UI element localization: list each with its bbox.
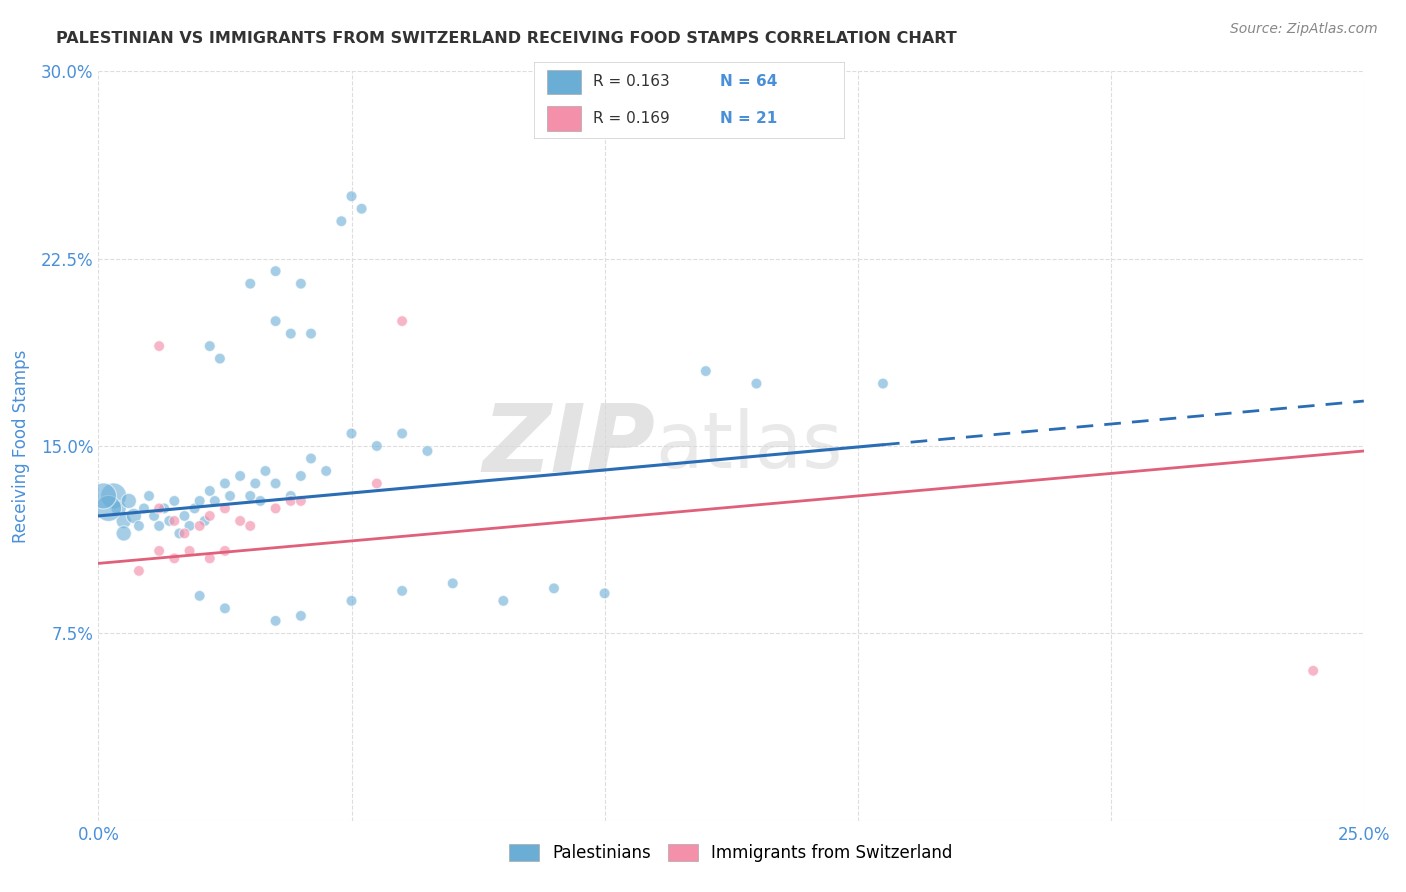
Point	[163, 514, 186, 528]
Point	[107, 501, 129, 516]
Point	[350, 202, 373, 216]
Point	[239, 277, 262, 291]
Text: PALESTINIAN VS IMMIGRANTS FROM SWITZERLAND RECEIVING FOOD STAMPS CORRELATION CHA: PALESTINIAN VS IMMIGRANTS FROM SWITZERLA…	[56, 31, 957, 46]
Point	[112, 514, 135, 528]
Point	[169, 526, 191, 541]
Point	[198, 551, 221, 566]
Point	[198, 508, 221, 523]
Point	[214, 601, 236, 615]
Point	[290, 608, 312, 623]
Point	[391, 583, 413, 598]
Y-axis label: Receiving Food Stamps: Receiving Food Stamps	[11, 350, 30, 542]
Point	[118, 494, 141, 508]
Text: R = 0.163: R = 0.163	[593, 74, 669, 89]
Point	[204, 494, 226, 508]
Point	[340, 426, 363, 441]
Point	[148, 339, 170, 353]
Point	[280, 326, 302, 341]
Point	[229, 514, 252, 528]
Text: N = 64: N = 64	[720, 74, 778, 89]
Text: N = 21: N = 21	[720, 111, 778, 126]
Point	[188, 519, 211, 533]
FancyBboxPatch shape	[547, 70, 581, 95]
Point	[264, 314, 287, 328]
Point	[179, 519, 201, 533]
Point	[340, 189, 363, 203]
Point	[153, 501, 176, 516]
Point	[315, 464, 337, 478]
Point	[264, 614, 287, 628]
Point	[264, 476, 287, 491]
Point	[290, 469, 312, 483]
Point	[254, 464, 277, 478]
Point	[245, 476, 267, 491]
Point	[330, 214, 353, 228]
Point	[188, 494, 211, 508]
Point	[366, 439, 388, 453]
Point	[872, 376, 894, 391]
Point	[214, 501, 236, 516]
Point	[157, 514, 180, 528]
Point	[198, 483, 221, 498]
Point	[132, 501, 155, 516]
Point	[229, 469, 252, 483]
Point	[290, 277, 312, 291]
Point	[299, 326, 322, 341]
Point	[93, 489, 115, 503]
Point	[122, 508, 145, 523]
Point	[239, 489, 262, 503]
Point	[163, 551, 186, 566]
Point	[179, 544, 201, 558]
Text: R = 0.169: R = 0.169	[593, 111, 669, 126]
Text: Source: ZipAtlas.com: Source: ZipAtlas.com	[1230, 22, 1378, 37]
Point	[143, 508, 166, 523]
Point	[112, 526, 135, 541]
Point	[148, 501, 170, 516]
Point	[593, 586, 616, 600]
Point	[214, 476, 236, 491]
Point	[391, 314, 413, 328]
Point	[249, 494, 271, 508]
Point	[148, 544, 170, 558]
Point	[128, 564, 150, 578]
Point	[173, 508, 195, 523]
Point	[194, 514, 217, 528]
Point	[214, 544, 236, 558]
Text: ZIP: ZIP	[482, 400, 655, 492]
Point	[366, 476, 388, 491]
Point	[441, 576, 464, 591]
Point	[148, 519, 170, 533]
Point	[239, 519, 262, 533]
Point	[492, 594, 515, 608]
Point	[183, 501, 205, 516]
Point	[543, 582, 565, 596]
Point	[299, 451, 322, 466]
Point	[280, 494, 302, 508]
Point	[103, 489, 125, 503]
Point	[264, 501, 287, 516]
Text: atlas: atlas	[655, 408, 842, 484]
Point	[219, 489, 242, 503]
Point	[340, 594, 363, 608]
Legend: Palestinians, Immigrants from Switzerland: Palestinians, Immigrants from Switzerlan…	[503, 837, 959, 869]
Point	[290, 494, 312, 508]
FancyBboxPatch shape	[547, 106, 581, 130]
Point	[163, 494, 186, 508]
Point	[97, 501, 120, 516]
Point	[198, 339, 221, 353]
Point	[416, 444, 439, 458]
Point	[208, 351, 231, 366]
Point	[188, 589, 211, 603]
Point	[173, 526, 195, 541]
Point	[1302, 664, 1324, 678]
Point	[264, 264, 287, 278]
Point	[280, 489, 302, 503]
Point	[745, 376, 768, 391]
Point	[391, 426, 413, 441]
Point	[138, 489, 160, 503]
Point	[128, 519, 150, 533]
Point	[695, 364, 717, 378]
